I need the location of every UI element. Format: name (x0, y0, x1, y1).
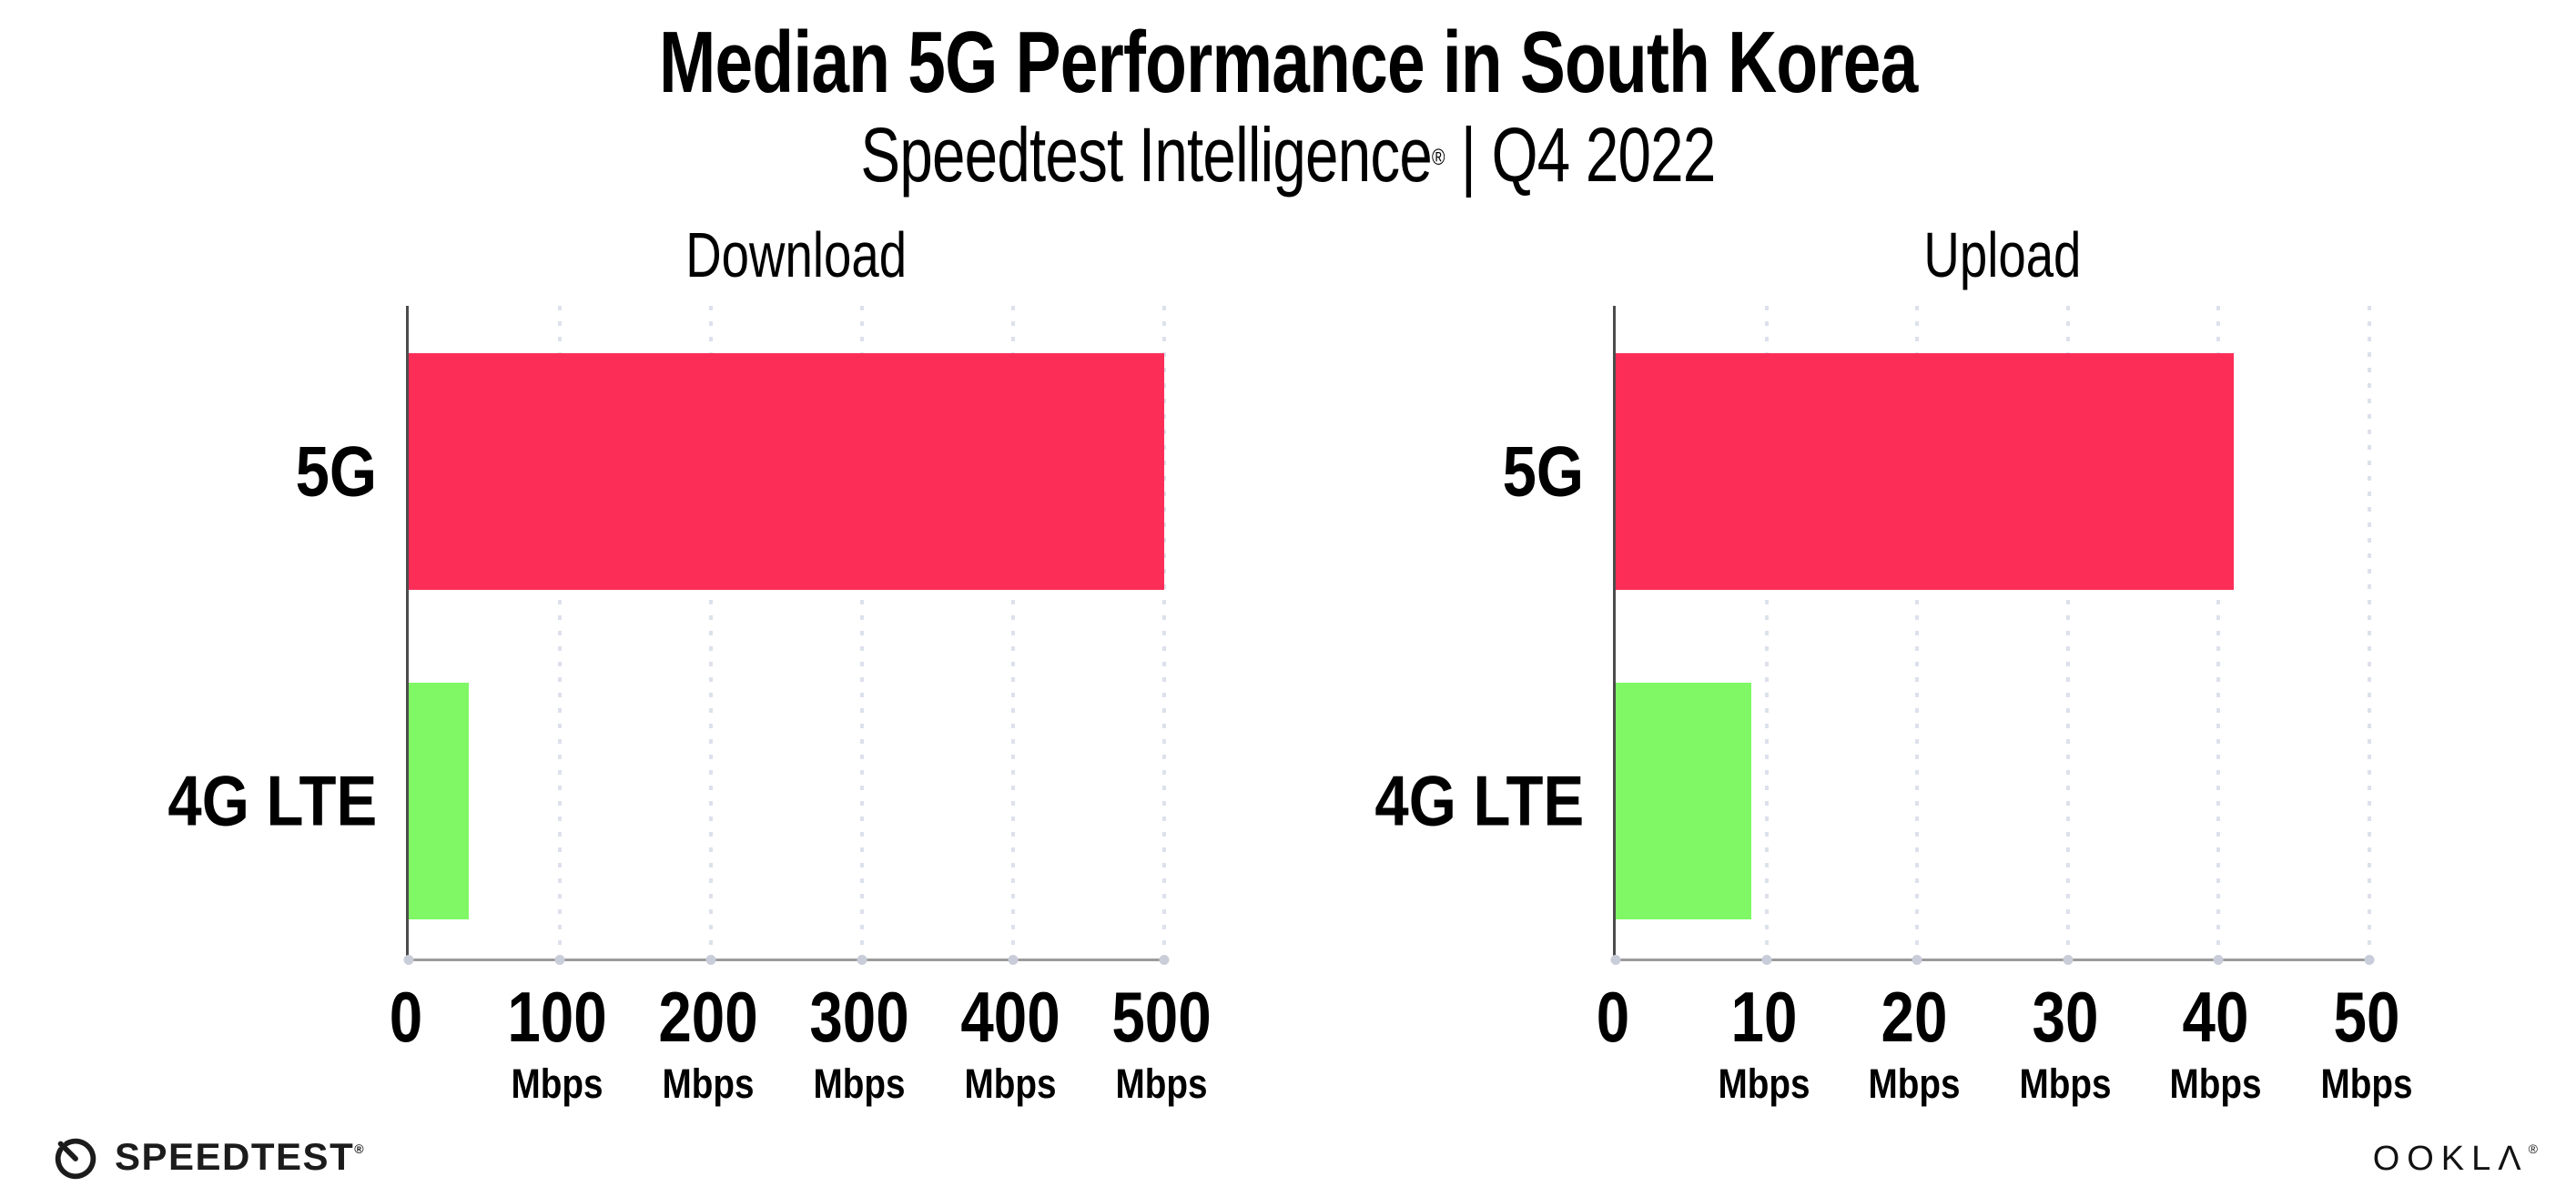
speedtest-logo: SPEEDTEST® (49, 1129, 365, 1185)
ookla-logo: OOKLΛ® (2373, 1140, 2545, 1179)
axis-tick-dot (1159, 955, 1170, 965)
tick-label: 400 Mbps (951, 981, 1070, 1108)
x-axis-ticks: 0 10 Mbps 20 Mbps 30 Mbps 40 Mbps 50 Mbps (1597, 981, 2413, 1136)
tick-number: 300 (809, 977, 909, 1057)
tick-unit: Mbps (964, 1060, 1057, 1107)
gridline (1764, 306, 1769, 959)
tick-number: 40 (2182, 977, 2249, 1057)
gridline (1011, 306, 1015, 959)
axis-tick-dot (403, 955, 414, 965)
tick-label: 100 Mbps (498, 981, 616, 1108)
gridline (558, 306, 562, 959)
tick-unit: Mbps (1718, 1060, 1810, 1107)
tick-label: 20 Mbps (1861, 981, 1968, 1108)
category-label-text: 4G LTE (167, 760, 377, 841)
bar-5g (409, 353, 1164, 590)
tick-unit: Mbps (813, 1060, 906, 1107)
tick-unit: Mbps (1115, 1060, 1208, 1107)
chart-title-download: Download (685, 219, 908, 290)
axis-tick-dot (1008, 955, 1019, 965)
axis-tick-dot (2213, 955, 2224, 965)
tick-number: 100 (507, 977, 607, 1057)
category-label: 4G LTE (1249, 760, 1584, 843)
speedtest-wordmark: SPEEDTEST® (115, 1135, 366, 1178)
tick-label: 300 Mbps (800, 981, 918, 1108)
tick-number: 400 (960, 977, 1060, 1057)
tick-label: 0 (1593, 981, 1632, 1052)
y-axis-labels: 5G 4G LTE (42, 306, 377, 959)
subtitle-period: | Q4 2022 (1445, 112, 1716, 198)
registered-mark: ® (1432, 144, 1445, 170)
x-axis-ticks: 0 100 Mbps 200 Mbps 300 Mbps 400 Mbps 500 Mbps (390, 981, 1212, 1136)
gridline (709, 306, 713, 959)
tick-number: 0 (1596, 977, 1630, 1057)
gridline (2368, 306, 2371, 959)
tick-label: 200 Mbps (649, 981, 767, 1108)
gridline (860, 306, 864, 959)
tick-number: 50 (2333, 977, 2400, 1057)
bar-4g-lte (1616, 683, 1752, 919)
tick-number: 30 (2032, 977, 2099, 1057)
tick-number: 10 (1730, 977, 1798, 1057)
tick-label: 50 Mbps (2313, 981, 2420, 1108)
tick-unit: Mbps (2169, 1060, 2262, 1107)
ookla-wordmark: OOKLΛ (2372, 1140, 2529, 1178)
tick-unit: Mbps (2019, 1060, 2112, 1107)
axis-tick-dot (554, 955, 565, 965)
axis-tick-dot (2364, 955, 2375, 965)
axis-tick-dot (857, 955, 867, 965)
ookla-registered-mark: ® (2528, 1141, 2545, 1156)
plot-area (403, 306, 1170, 965)
page-title: Median 5G Performance in South Korea (658, 14, 1918, 111)
axis-tick-dot (1912, 955, 1922, 965)
tick-label: 30 Mbps (2012, 981, 2119, 1108)
speedtest-trademark-mark: ® (354, 1141, 366, 1156)
subtitle-brand: Speedtest Intelligence (860, 112, 1433, 198)
tick-unit: Mbps (1868, 1060, 1961, 1107)
category-label-text: 5G (1502, 431, 1584, 512)
axis-tick-dot (1610, 955, 1621, 965)
gridline (2065, 306, 2070, 959)
bar-5g (1616, 353, 2234, 590)
tick-label: 40 Mbps (2163, 981, 2270, 1108)
gridline (1915, 306, 1920, 959)
axis-tick-dot (1761, 955, 1772, 965)
bar-4g-lte (409, 683, 470, 919)
tick-label: 10 Mbps (1710, 981, 1818, 1108)
tick-unit: Mbps (662, 1060, 755, 1107)
tick-label: 500 Mbps (1102, 981, 1221, 1108)
gridline (1162, 306, 1166, 959)
tick-unit: Mbps (511, 1060, 603, 1107)
gridline (2216, 306, 2221, 959)
y-axis-labels: 5G 4G LTE (1249, 306, 1584, 959)
tick-number: 20 (1881, 977, 1948, 1057)
tick-number: 0 (389, 977, 423, 1057)
category-label: 5G (42, 431, 377, 513)
axis-tick-dot (705, 955, 716, 965)
chart-title-upload: Upload (1923, 219, 2082, 290)
category-label: 5G (1249, 431, 1584, 513)
plot-area (1610, 306, 2375, 965)
category-label-text: 5G (295, 431, 377, 512)
tick-unit: Mbps (2320, 1060, 2413, 1107)
category-label: 4G LTE (42, 760, 377, 843)
tick-label: 0 (386, 981, 425, 1052)
axis-tick-dot (2063, 955, 2074, 965)
page-subtitle: Speedtest Intelligence® | Q4 2022 (0, 111, 2576, 199)
tick-number: 500 (1111, 977, 1212, 1057)
category-label-text: 4G LTE (1374, 760, 1584, 841)
speedtest-gauge-icon (49, 1131, 102, 1183)
tick-number: 200 (658, 977, 758, 1057)
